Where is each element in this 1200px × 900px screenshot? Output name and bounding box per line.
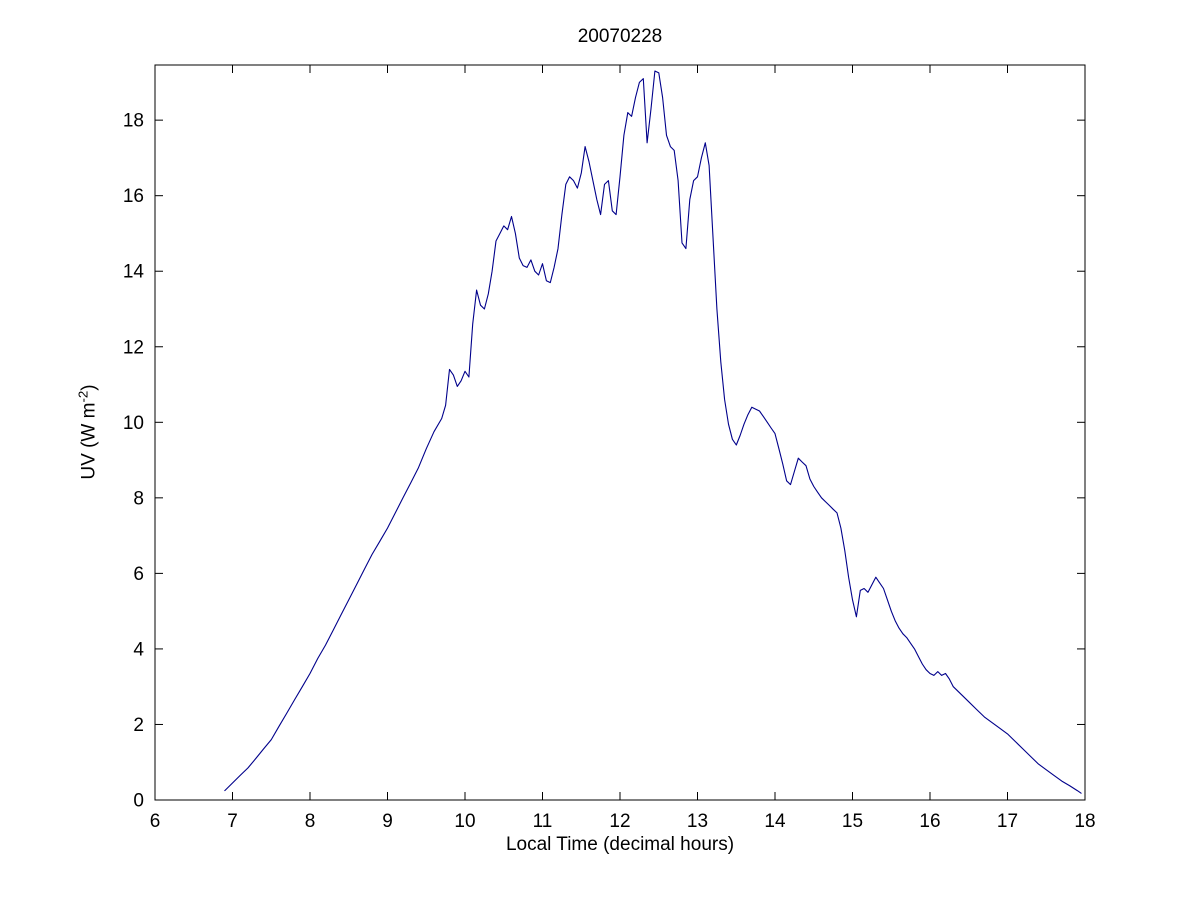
svg-text:11: 11 bbox=[533, 811, 553, 832]
svg-text:15: 15 bbox=[842, 811, 863, 832]
svg-text:8: 8 bbox=[133, 488, 144, 509]
svg-text:6: 6 bbox=[133, 564, 144, 585]
svg-text:4: 4 bbox=[133, 639, 144, 660]
svg-text:16: 16 bbox=[919, 811, 940, 832]
svg-text:10: 10 bbox=[123, 413, 144, 434]
svg-text:13: 13 bbox=[687, 811, 708, 832]
svg-text:6: 6 bbox=[150, 811, 161, 832]
svg-text:18: 18 bbox=[123, 111, 144, 132]
x-axis-label: Local Time (decimal hours) bbox=[505, 834, 735, 855]
svg-text:7: 7 bbox=[227, 811, 238, 832]
svg-text:18: 18 bbox=[1074, 811, 1095, 832]
svg-text:9: 9 bbox=[382, 811, 393, 832]
svg-text:2: 2 bbox=[133, 715, 144, 736]
svg-text:12: 12 bbox=[609, 811, 630, 832]
svg-text:16: 16 bbox=[123, 186, 144, 207]
svg-text:14: 14 bbox=[764, 811, 786, 832]
svg-text:14: 14 bbox=[123, 262, 145, 283]
svg-text:12: 12 bbox=[123, 337, 144, 358]
svg-text:0: 0 bbox=[133, 791, 144, 812]
svg-text:10: 10 bbox=[454, 811, 475, 832]
svg-text:17: 17 bbox=[997, 811, 1018, 832]
svg-text:8: 8 bbox=[305, 811, 316, 832]
chart-title: 20070228 bbox=[577, 26, 663, 47]
